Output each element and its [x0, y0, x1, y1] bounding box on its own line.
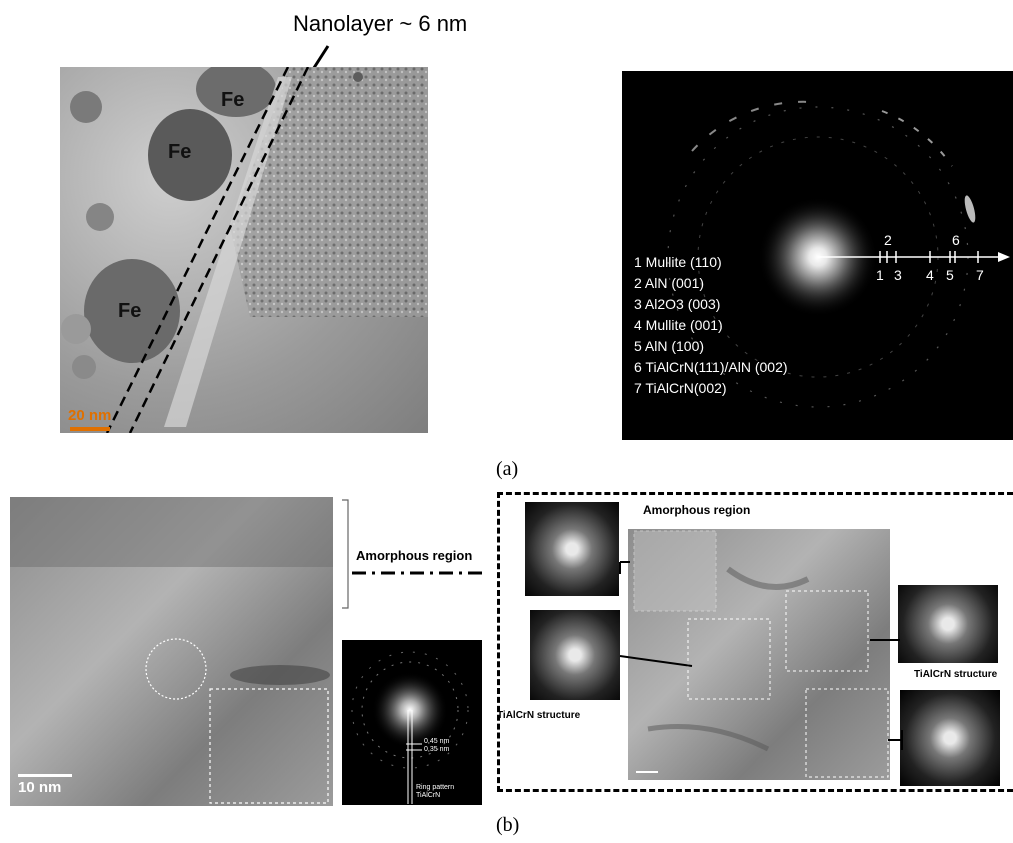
legend-item: 7 TiAlCrN(002) [634, 380, 727, 396]
material-label: TiAlCrN [416, 792, 441, 799]
caption-b: (b) [496, 814, 520, 836]
connector-lines [619, 561, 903, 750]
scalebar-label-b: 10 nm [18, 779, 62, 796]
legend-item: 4 Mullite (001) [634, 317, 723, 333]
saed-mark-4: 4 [926, 267, 934, 283]
tialcrn-label-left: TiAlCrN structure [497, 710, 581, 721]
tialcrn-label-right: TiAlCrN structure [914, 669, 998, 680]
tem-features [61, 67, 428, 433]
hrtem-image: 10 nm [10, 497, 333, 806]
ring-svg [351, 651, 469, 804]
fe-label-1: Fe [221, 89, 245, 111]
saed-mark-2: 2 [884, 232, 892, 248]
d-spacing-1: 0,45 nm [424, 738, 450, 745]
amorphous-label-right: Amorphous region [643, 503, 751, 517]
fft-spot-pattern [900, 690, 1000, 786]
scalebar-label-a: 20 nm [68, 407, 112, 424]
tem-image: Fe Fe Fe 20 nm [60, 67, 428, 433]
saed-mark-1: 1 [876, 267, 884, 283]
legend-item: 1 Mullite (110) [634, 254, 722, 270]
fe-label-2: Fe [168, 141, 192, 163]
dashdot-line [352, 571, 486, 575]
nanolayer-label: Nanolayer ~ 6 nm [293, 11, 468, 36]
legend-item: 5 AlN (100) [634, 338, 705, 354]
ring-pattern: 0,45 nm 0,35 nm Ring pattern TiAlCrN [342, 640, 482, 805]
amorphous-label-left: Amorphous region [356, 548, 473, 563]
saed-rings [667, 100, 1010, 408]
saed-pattern: 2 6 1 3 4 5 7 1 Mullite (110) 2 AlN (001… [622, 71, 1013, 440]
fft-tialcrn-right [898, 585, 998, 663]
legend-item: 2 AlN (001) [634, 275, 705, 291]
caption-a: (a) [496, 458, 519, 480]
fft-tialcrn-left [530, 610, 620, 700]
dashed-frame [497, 492, 1013, 792]
legend-item: 6 TiAlCrN(111)/AlN (002) [634, 359, 788, 375]
hrtem-features [10, 497, 333, 804]
fe-label-3: Fe [118, 300, 142, 322]
inner-tem-features [633, 530, 889, 778]
legend-item: 3 Al2O3 (003) [634, 296, 721, 312]
inner-tem-image [628, 529, 890, 780]
ring-pattern-label: Ring pattern [416, 784, 455, 791]
saed-mark-3: 3 [894, 267, 902, 283]
saed-mark-6: 6 [952, 232, 960, 248]
saed-legend: 1 Mullite (110) 2 AlN (001) 3 Al2O3 (003… [634, 252, 788, 399]
saed-mark-7: 7 [976, 267, 984, 283]
d-spacing-2: 0,35 nm [424, 746, 450, 753]
fft-amorphous [525, 502, 619, 596]
bracket-icon [342, 499, 349, 609]
saed-mark-5: 5 [946, 267, 954, 283]
